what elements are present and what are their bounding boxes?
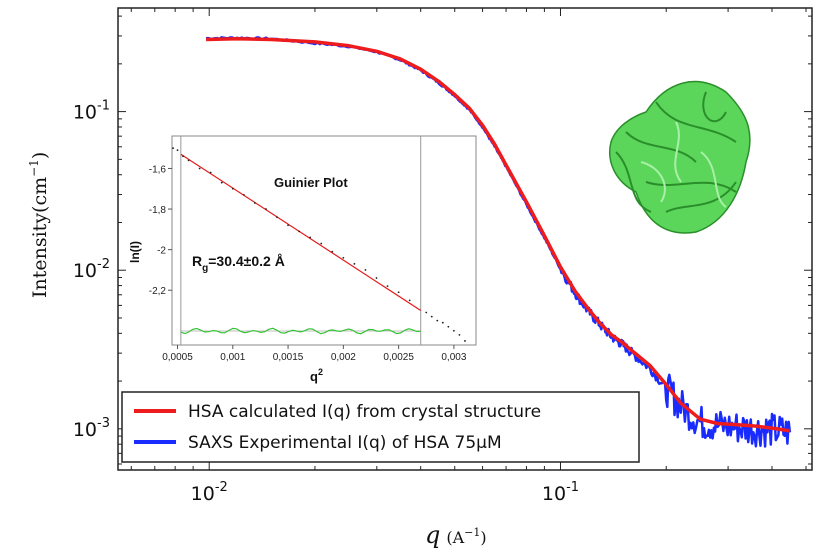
- inset-data-point: [254, 202, 256, 204]
- inset-fit-line: [180, 153, 422, 312]
- inset-data-point: [287, 224, 289, 227]
- y-tick-label-base: 10: [73, 419, 97, 441]
- inset-data-point: [182, 155, 184, 158]
- inset-x-tick-label: 0,0015: [273, 352, 304, 363]
- x-tick-label-exp: -2: [215, 480, 228, 495]
- series-line-calculated: [206, 36, 791, 433]
- inset-title: Guinier Plot: [274, 175, 348, 190]
- inset-data-point: [172, 147, 175, 150]
- inset-data-point: [408, 299, 411, 302]
- inset-data-point: [353, 262, 356, 265]
- inset-x-tick-label: 0,0005: [162, 352, 193, 363]
- inset-data-point: [331, 250, 334, 253]
- y-tick-label: 10-3: [73, 416, 110, 441]
- inset-data-point: [265, 208, 267, 210]
- inset-data-point: [187, 159, 190, 162]
- inset-data-point: [320, 242, 323, 245]
- rg-annotation: Rg=30.4±0.2 Å: [192, 253, 285, 274]
- inset-data-point: [242, 193, 245, 196]
- y-tick-label: 10-2: [73, 257, 110, 282]
- rg-annotation-main: R: [192, 253, 202, 269]
- x-tick-label: 10-1: [542, 480, 579, 505]
- inset-data-point: [375, 277, 378, 279]
- inset-data-point: [436, 319, 439, 322]
- inset-data-point: [458, 333, 461, 336]
- x-tick-label-base: 10: [542, 483, 566, 505]
- main-series: [205, 36, 792, 448]
- x-axis-title: q (A−1): [425, 521, 487, 549]
- inset-data-point: [176, 149, 179, 152]
- inset-x-tick-label: 0,001: [220, 352, 245, 363]
- y-axis-title-close: ): [29, 152, 51, 159]
- inset-data-point: [425, 311, 428, 314]
- inset-data-point: [198, 167, 201, 170]
- inset-y-tick-label: -1,8: [149, 205, 167, 216]
- inset-x-tick-label: 0,003: [441, 352, 466, 363]
- y-tick-label: 10-1: [73, 99, 110, 124]
- inset-y-tick-label: -1,6: [149, 164, 167, 175]
- y-tick-label-base: 10: [73, 102, 97, 124]
- x-axis-title-unit: (A: [446, 528, 464, 547]
- inset-y-tick-label: -2: [157, 246, 166, 257]
- rg-annotation-rest: =30.4±0.2 Å: [208, 253, 285, 269]
- y-tick-label-base: 10: [73, 260, 97, 282]
- inset-plot-frame: [171, 135, 477, 346]
- inset-y-tick-label: -2,2: [149, 286, 167, 297]
- legend-label-experimental: SAXS Experimental I(q) of HSA 75μM: [188, 433, 502, 453]
- inset-data-point: [231, 187, 234, 190]
- x-axis-title-close: ): [480, 528, 486, 547]
- inset-data-point: [464, 340, 466, 342]
- y-tick-label-exp: -1: [97, 99, 110, 114]
- inset-data-point: [430, 315, 433, 318]
- inset-x-tick-label: 0,002: [331, 352, 356, 363]
- x-tick-label: 10-2: [191, 480, 228, 505]
- inset-series: [172, 147, 466, 342]
- inset-x-tick-label: 0,0025: [383, 352, 414, 363]
- inset-data-point: [386, 285, 389, 288]
- inset-data-point: [441, 321, 444, 324]
- y-tick-label-exp: -2: [97, 257, 110, 272]
- inset-data-point: [209, 171, 212, 174]
- inset-y-axis-title: ln(I): [128, 241, 142, 263]
- y-axis-title: Intensity(cm−1): [27, 152, 51, 298]
- x-tick-label-exp: -1: [566, 480, 579, 495]
- inset-x-axis-title-exp: 2: [318, 367, 323, 377]
- inset-x-axis-title: q2: [310, 367, 323, 384]
- inset-residual-line: [180, 327, 421, 335]
- guinier-inset: 0,0005 0,001 0,0015 0,002 0,0025 0,003 -1,6 -1,…: [128, 130, 482, 384]
- y-axis-title-exp: −1: [27, 159, 41, 177]
- inset-data-point: [276, 216, 278, 219]
- inset-data-point: [447, 325, 450, 328]
- inset-data-point: [452, 329, 455, 332]
- x-tick-label-base: 10: [191, 483, 215, 505]
- inset-data-point: [298, 230, 301, 233]
- protein-structure-image: [609, 80, 751, 234]
- x-axis-title-symbol: q: [425, 521, 440, 549]
- inset-data-point: [220, 181, 223, 184]
- y-tick-label-exp: -3: [97, 416, 110, 431]
- rg-annotation-sub: g: [202, 263, 208, 274]
- y-axis-title-main: Intensity(cm: [29, 177, 51, 298]
- legend-box: [121, 391, 640, 463]
- legend: HSA calculated I(q) from crystal structu…: [121, 391, 640, 463]
- inset-data-point: [309, 236, 312, 239]
- inset-x-axis-title-base: q: [310, 369, 318, 384]
- inset-data-point: [364, 269, 367, 271]
- legend-label-calculated: HSA calculated I(q) from crystal structu…: [188, 402, 541, 422]
- x-axis-title-exp: −1: [464, 526, 480, 539]
- main-axis-ticks: 10-2 10-110-310-210-1: [73, 8, 812, 505]
- inset-data-point: [397, 291, 400, 294]
- inset-data-point: [342, 256, 345, 259]
